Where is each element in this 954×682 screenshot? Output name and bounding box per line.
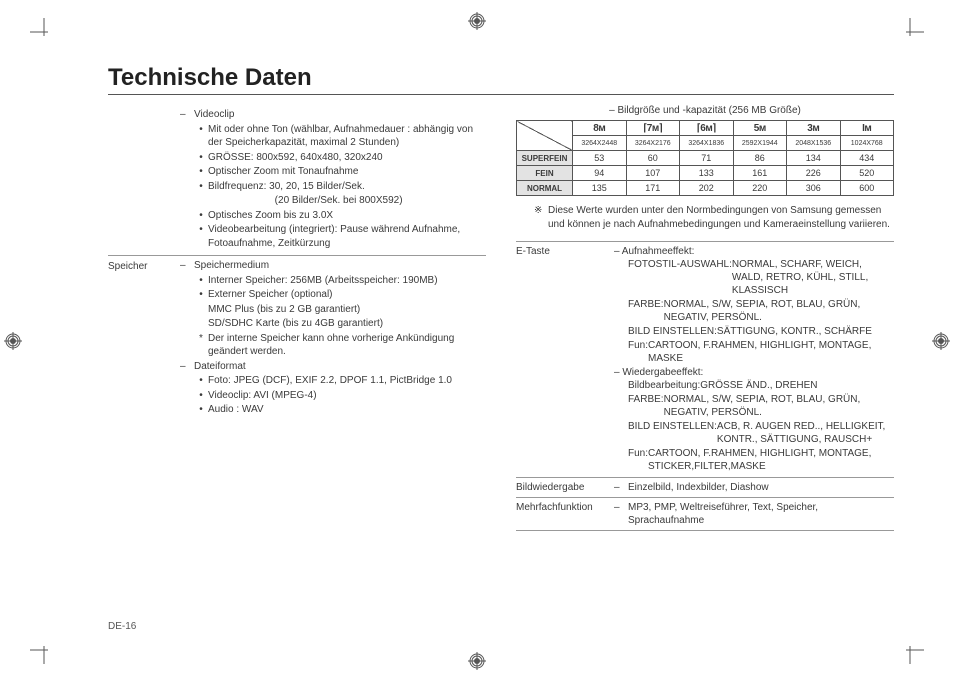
capacity-note: ※ Diese Werte wurden unter den Normbedin… <box>534 204 894 231</box>
spec-label: Mehrfachfunktion <box>516 501 614 527</box>
capacity-cell: 86 <box>733 151 787 166</box>
capacity-rowlabel: SUPERFEIN <box>517 151 573 166</box>
list-item: •Bildfrequenz: 30, 20, 15 Bilder/Sek. <box>180 180 486 194</box>
spec-row-etaste: E-Taste – Aufnahmeeffekt:FOTOSTIL-AUSWAH… <box>516 241 894 477</box>
capacity-caption: – Bildgröße und -kapazität (256 MB Größe… <box>516 105 894 116</box>
capacity-table: 8ᴍ⌈7ᴍ⌉⌈6ᴍ⌉5ᴍ3ᴍIᴍ 3264X24483264X21763264X… <box>516 120 894 196</box>
registration-mark-icon <box>468 652 486 670</box>
list-item: •Optischer Zoom mit Tonaufnahme <box>180 165 486 179</box>
capacity-icon: 3ᴍ <box>787 121 841 136</box>
list-item: (20 Bilder/Sek. bei 800X592) <box>180 194 486 208</box>
page-title: Technische Daten <box>108 64 894 95</box>
capacity-cell: 53 <box>573 151 627 166</box>
capacity-resolution: 2048X1536 <box>787 136 841 151</box>
spec-label: Speicher <box>108 259 180 418</box>
effect-group-label: – Wiedergabeeffekt: <box>614 366 894 379</box>
list-item: *Der interne Speicher kann ohne vorherig… <box>180 332 486 359</box>
capacity-icon: ⌈7ᴍ⌉ <box>626 121 680 136</box>
capacity-cell: 60 <box>626 151 680 166</box>
capacity-cell: 171 <box>626 181 680 196</box>
effect-group-label: – Aufnahmeeffekt: <box>614 245 894 258</box>
list-item: •Videoclip: AVI (MPEG-4) <box>180 389 486 403</box>
spec-label: Bildwiedergabe <box>516 481 614 494</box>
capacity-cell: 134 <box>787 151 841 166</box>
spec-label: E-Taste <box>516 245 614 474</box>
page-number: DE-16 <box>108 621 136 632</box>
list-item: SD/SDHC Karte (bis zu 4GB garantiert) <box>180 317 486 331</box>
capacity-cell: 161 <box>733 166 787 181</box>
capacity-icon: ⌈6ᴍ⌉ <box>680 121 734 136</box>
effect-item: Fun: CARTOON, F.RAHMEN, HIGHLIGHT, MONTA… <box>614 339 894 365</box>
spec-row-bildwiedergabe: Bildwiedergabe –Einzelbild, Indexbilder,… <box>516 477 894 497</box>
list-item: •Foto: JPEG (DCF), EXIF 2.2, DPOF 1.1, P… <box>180 374 486 388</box>
capacity-cell: 306 <box>787 181 841 196</box>
effect-item: Fun: CARTOON, F.RAHMEN, HIGHLIGHT, MONTA… <box>614 447 894 473</box>
spec-row-speicher: Speicher –Speichermedium•Interner Speich… <box>108 256 486 422</box>
capacity-cell: 600 <box>840 181 894 196</box>
list-item: •GRÖSSE: 800x592, 640x480, 320x240 <box>180 151 486 165</box>
spec-row-mehrfachfunktion: Mehrfachfunktion –MP3, PMP, Weltreisefüh… <box>516 497 894 531</box>
effect-item: Bildbearbeitung: GRÖSSE ÄND., DREHEN <box>614 379 894 392</box>
capacity-cell: 135 <box>573 181 627 196</box>
registration-mark-icon <box>4 332 22 350</box>
list-item: –Dateiformat <box>180 360 486 374</box>
capacity-resolution: 1024X768 <box>840 136 894 151</box>
capacity-cell: 202 <box>680 181 734 196</box>
effect-item: FOTOSTIL-AUSWAHL: NORMAL, SCHARF, WEICH,… <box>614 258 894 297</box>
list-item: MMC Plus (bis zu 2 GB garantiert) <box>180 303 486 317</box>
effect-item: FARBE: NORMAL, S/W, SEPIA, ROT, BLAU, GR… <box>614 298 894 324</box>
capacity-cell: 71 <box>680 151 734 166</box>
capacity-cell: 94 <box>573 166 627 181</box>
registration-mark-icon <box>468 12 486 30</box>
effect-item: BILD EINSTELLEN: ACB, R. AUGEN RED.., HE… <box>614 420 894 446</box>
capacity-cell: 434 <box>840 151 894 166</box>
list-item: •Mit oder ohne Ton (wählbar, Aufnahmedau… <box>180 123 486 150</box>
capacity-cell: 520 <box>840 166 894 181</box>
capacity-resolution: 3264X2448 <box>573 136 627 151</box>
capacity-resolution: 3264X1836 <box>680 136 734 151</box>
capacity-rowlabel: NORMAL <box>517 181 573 196</box>
effect-item: FARBE: NORMAL, S/W, SEPIA, ROT, BLAU, GR… <box>614 393 894 419</box>
capacity-icon: 5ᴍ <box>733 121 787 136</box>
list-item: –Videoclip <box>180 108 486 122</box>
spec-value: Einzelbild, Indexbilder, Diashow <box>628 481 769 494</box>
capacity-cell: 220 <box>733 181 787 196</box>
capacity-rowlabel: FEIN <box>517 166 573 181</box>
capacity-icon: Iᴍ <box>840 121 894 136</box>
capacity-resolution: 3264X2176 <box>626 136 680 151</box>
capacity-resolution: 2592X1944 <box>733 136 787 151</box>
capacity-cell: 107 <box>626 166 680 181</box>
spec-row-videoclip: –Videoclip•Mit oder ohne Ton (wählbar, A… <box>108 105 486 256</box>
list-item: •Optisches Zoom bis zu 3.0X <box>180 209 486 223</box>
capacity-cell: 226 <box>787 166 841 181</box>
capacity-icon: 8ᴍ <box>573 121 627 136</box>
list-item: •Interner Speicher: 256MB (Arbeitsspeich… <box>180 274 486 288</box>
list-item: •Audio : WAV <box>180 403 486 417</box>
effect-item: BILD EINSTELLEN: SÄTTIGUNG, KONTR., SCHÄ… <box>614 325 894 338</box>
list-item: –Speichermedium <box>180 259 486 273</box>
capacity-cell: 133 <box>680 166 734 181</box>
spec-label <box>108 108 180 251</box>
list-item: •Externer Speicher (optional) <box>180 288 486 302</box>
registration-mark-icon <box>932 332 950 350</box>
spec-value: MP3, PMP, Weltreiseführer, Text, Speiche… <box>628 501 894 527</box>
list-item: •Videobearbeitung (integriert): Pause wä… <box>180 223 486 250</box>
